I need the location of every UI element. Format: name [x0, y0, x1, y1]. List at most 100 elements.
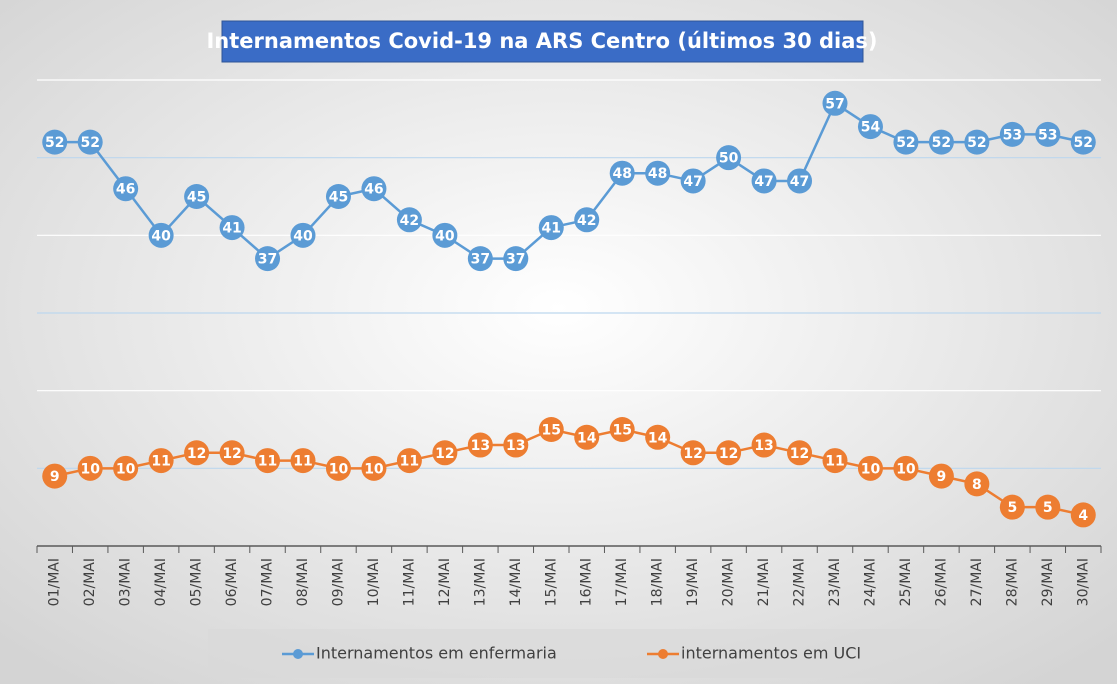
- data-label: 40: [435, 228, 455, 244]
- data-label: 12: [222, 446, 241, 462]
- x-tick-label: 09/MAI: [330, 558, 346, 606]
- data-label: 52: [1074, 135, 1093, 151]
- point: [503, 246, 529, 272]
- data-label: 48: [612, 166, 631, 182]
- data-label: 47: [754, 174, 773, 190]
- data-label: 12: [790, 446, 809, 462]
- point: [113, 176, 139, 202]
- point: [822, 448, 848, 474]
- legend-label: internamentos em UCI: [681, 644, 861, 663]
- x-tick-label: 08/MAI: [295, 558, 311, 606]
- data-label: 46: [364, 182, 383, 198]
- x-tick-label: 10/MAI: [366, 558, 382, 606]
- point: [361, 455, 387, 481]
- x-tick-label: 24/MAI: [862, 558, 878, 606]
- point: [928, 463, 954, 489]
- point: [219, 215, 245, 241]
- point: [538, 417, 564, 442]
- x-tick-label: 17/MAI: [614, 558, 630, 606]
- point: [645, 160, 671, 186]
- x-tick-label: 02/MAI: [82, 558, 98, 606]
- point: [184, 184, 210, 209]
- data-label: 15: [542, 423, 561, 439]
- data-label: 40: [293, 228, 313, 244]
- point: [467, 432, 493, 458]
- data-label: 53: [1003, 127, 1022, 143]
- point: [609, 160, 635, 186]
- data-label: 5: [1043, 500, 1053, 516]
- data-label: 12: [187, 446, 206, 462]
- point: [716, 440, 742, 466]
- data-label: 13: [506, 438, 525, 454]
- point: [680, 440, 706, 466]
- data-label: 9: [937, 469, 947, 485]
- x-tick-label: 22/MAI: [792, 558, 808, 606]
- x-tick-label: 13/MAI: [472, 558, 488, 606]
- x-tick-label: 14/MAI: [508, 558, 524, 606]
- legend-box: [208, 629, 940, 678]
- x-tick-label: 20/MAI: [721, 558, 737, 606]
- point: [1035, 121, 1061, 147]
- point: [361, 176, 387, 202]
- data-label: 8: [972, 477, 982, 493]
- legend-marker: [293, 649, 303, 659]
- point: [645, 424, 671, 450]
- x-tick-label: 04/MAI: [153, 558, 169, 606]
- point: [255, 448, 281, 474]
- data-label: 52: [45, 135, 64, 151]
- legend-marker: [658, 649, 668, 659]
- x-tick-label: 11/MAI: [401, 558, 417, 606]
- point: [574, 424, 600, 450]
- data-label: 14: [577, 430, 597, 446]
- point: [148, 222, 174, 248]
- data-label: 46: [116, 182, 135, 198]
- data-label: 37: [258, 252, 277, 268]
- x-tick-label: 16/MAI: [579, 558, 595, 606]
- data-label: 9: [50, 469, 60, 485]
- data-label: 14: [648, 430, 668, 446]
- x-tick-label: 29/MAI: [1040, 558, 1056, 606]
- point: [928, 129, 954, 155]
- point: [857, 455, 883, 481]
- data-label: 13: [754, 438, 773, 454]
- point: [999, 494, 1025, 520]
- data-label: 11: [825, 454, 844, 470]
- data-label: 52: [80, 135, 99, 151]
- point: [148, 448, 174, 474]
- x-tick-label: 06/MAI: [224, 558, 240, 606]
- point: [857, 114, 883, 140]
- point: [751, 432, 777, 458]
- data-label: 52: [896, 135, 915, 151]
- data-label: 10: [329, 461, 349, 477]
- x-tick-label: 15/MAI: [543, 558, 559, 606]
- point: [396, 448, 422, 474]
- point: [290, 222, 316, 248]
- point: [999, 121, 1025, 147]
- data-label: 40: [151, 228, 171, 244]
- data-label: 10: [896, 461, 916, 477]
- point: [1070, 502, 1096, 528]
- point: [822, 90, 848, 116]
- point: [716, 145, 742, 171]
- data-label: 47: [790, 174, 809, 190]
- x-tick-label: 12/MAI: [437, 558, 453, 606]
- data-label: 11: [293, 454, 312, 470]
- data-label: 54: [861, 120, 881, 136]
- x-tick-label: 03/MAI: [118, 558, 134, 606]
- x-tick-label: 23/MAI: [827, 558, 843, 606]
- data-label: 37: [471, 252, 490, 268]
- data-label: 41: [542, 221, 561, 237]
- x-tick-label: 18/MAI: [650, 558, 666, 606]
- point: [1070, 129, 1096, 155]
- data-label: 57: [825, 96, 844, 112]
- data-label: 10: [364, 461, 384, 477]
- data-label: 52: [932, 135, 951, 151]
- x-tick-label: 27/MAI: [969, 558, 985, 606]
- data-label: 41: [222, 221, 241, 237]
- data-label: 10: [116, 461, 136, 477]
- data-label: 42: [577, 213, 596, 229]
- data-label: 4: [1078, 508, 1088, 524]
- data-label: 45: [329, 190, 348, 206]
